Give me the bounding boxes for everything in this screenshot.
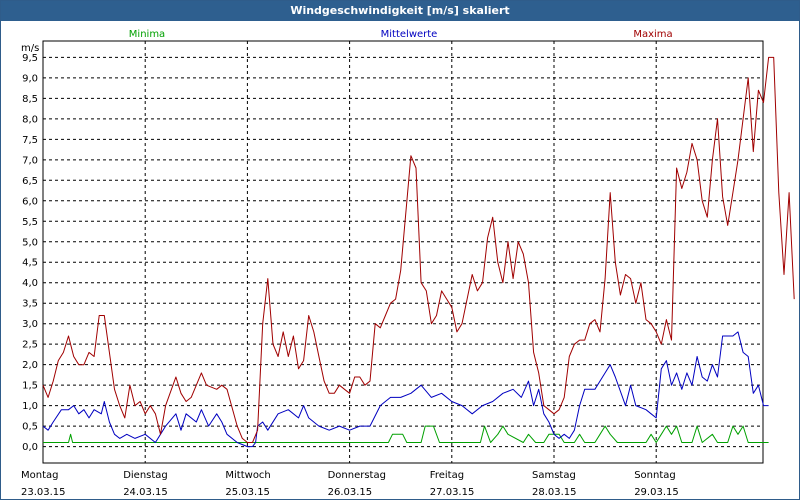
x-tick-weekday: Mittwoch	[225, 470, 270, 481]
y-tick-label: 1,0	[22, 401, 38, 412]
y-tick-label: 0,0	[22, 442, 38, 453]
series-line	[42, 56, 795, 443]
y-tick-label: 5,0	[22, 237, 38, 248]
x-tick-weekday: Dienstag	[123, 470, 168, 481]
y-tick-label: 4,5	[22, 258, 38, 269]
y-tick-label: 2,5	[22, 340, 38, 351]
window-title: Windgeschwindigkeit [m/s] skaliert	[1, 1, 799, 21]
y-tick-label: 6,0	[22, 196, 38, 207]
y-tick-label: 3,5	[22, 299, 38, 310]
y-tick-label: 5,5	[22, 217, 38, 228]
grid	[43, 41, 763, 463]
plot-area	[42, 40, 764, 464]
y-tick-label: 7,5	[22, 135, 38, 146]
y-tick-label: 8,0	[22, 114, 38, 125]
plot-border	[42, 40, 764, 464]
y-tick-label: 0,5	[22, 422, 38, 433]
y-tick-label: 9,0	[22, 73, 38, 84]
legend-entry: Minima	[129, 29, 165, 40]
x-tick-weekday: Donnerstag	[328, 470, 386, 481]
y-tick-label: 2,0	[22, 360, 38, 371]
x-tick-weekday: Montag	[21, 470, 58, 481]
x-tick-date: 24.03.15	[123, 487, 168, 498]
y-tick-label: 1,5	[22, 381, 38, 392]
y-tick-label: 4,0	[22, 278, 38, 289]
y-unit-label: m/s	[21, 43, 39, 54]
x-tick-date: 26.03.15	[328, 487, 373, 498]
legend: Minima Mittelwerte Maxima	[129, 29, 673, 40]
legend-entry: Mittelwerte	[381, 29, 438, 40]
x-tick-date: 29.03.15	[634, 487, 679, 498]
axis-labels: 0,0 0,5 1,0 1,5 2,0 2,5 3,0 3,5 4,0 4,5 5,0 5,5 6,0 6…	[21, 43, 679, 498]
y-tick-label: 8,5	[22, 94, 38, 105]
x-tick-weekday: Freitag	[430, 470, 464, 481]
series-line	[43, 425, 769, 443]
x-tick-date: 23.03.15	[21, 487, 66, 498]
y-tick-label: 3,0	[22, 319, 38, 330]
x-tick-date: 25.03.15	[225, 487, 270, 498]
y-tick-label: 7,0	[22, 155, 38, 166]
x-tick-weekday: Sonntag	[634, 470, 676, 481]
series-line	[42, 331, 769, 448]
x-tick-weekday: Samstag	[532, 470, 576, 481]
x-tick-date: 28.03.15	[532, 487, 577, 498]
y-tick-label: 9,5	[22, 53, 38, 64]
legend-entry: Maxima	[633, 29, 672, 40]
x-tick-date: 27.03.15	[430, 487, 475, 498]
series-layer	[42, 56, 795, 448]
y-tick-label: 6,5	[22, 176, 38, 187]
